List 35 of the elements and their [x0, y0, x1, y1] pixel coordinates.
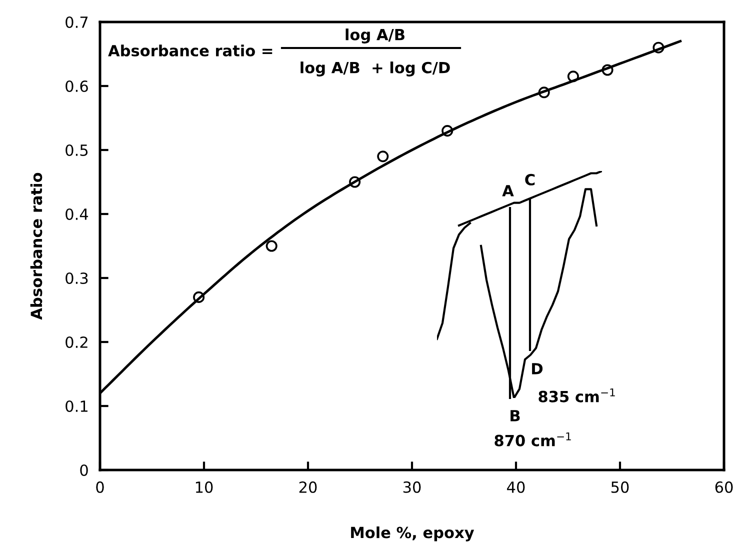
annotation: C — [525, 174, 535, 186]
annotation: Absorbance ratio = — [108, 44, 272, 56]
x-tick-label: 20 — [299, 481, 317, 493]
point — [567, 70, 579, 82]
point — [602, 64, 614, 76]
annotation: log A/B + log C/D — [300, 62, 450, 76]
y-tick-label: 0.2 — [66, 336, 88, 348]
annotation: log A/B — [346, 28, 404, 44]
y-tick-label: 0.7 — [66, 16, 88, 28]
annotation: A — [502, 185, 514, 196]
point — [349, 176, 361, 188]
y-tick-label: 0.1 — [66, 400, 88, 412]
x-tick-label: 50 — [611, 481, 629, 493]
point — [442, 125, 454, 137]
y-axis-title: Absorbance ratio — [30, 172, 42, 320]
point — [377, 150, 389, 162]
y-tick-label: 0.5 — [66, 144, 88, 156]
x-tick-label: 30 — [403, 481, 421, 493]
x-tick-label: 60 — [715, 481, 733, 493]
point — [266, 240, 278, 252]
point — [538, 86, 550, 98]
x-tick-label: 40 — [507, 481, 525, 493]
annotation: 835 cm$^{−1}$ — [538, 388, 615, 402]
point — [193, 291, 205, 303]
y-tick-label: 0.3 — [66, 272, 88, 284]
x-tick-label: 10 — [196, 481, 213, 493]
y-tick-label: 0 — [80, 464, 88, 476]
annotation: B — [510, 410, 520, 422]
y-tick-label: 0.6 — [66, 80, 88, 92]
point — [652, 42, 664, 54]
y-tick-label: 0.4 — [66, 208, 88, 220]
x-tick-label: 0 — [96, 481, 104, 493]
x-axis-title: Mole %, epoxy — [351, 526, 474, 542]
annotation: 870 cm$^{−1}$ — [494, 432, 571, 446]
annotation: D — [532, 363, 543, 374]
